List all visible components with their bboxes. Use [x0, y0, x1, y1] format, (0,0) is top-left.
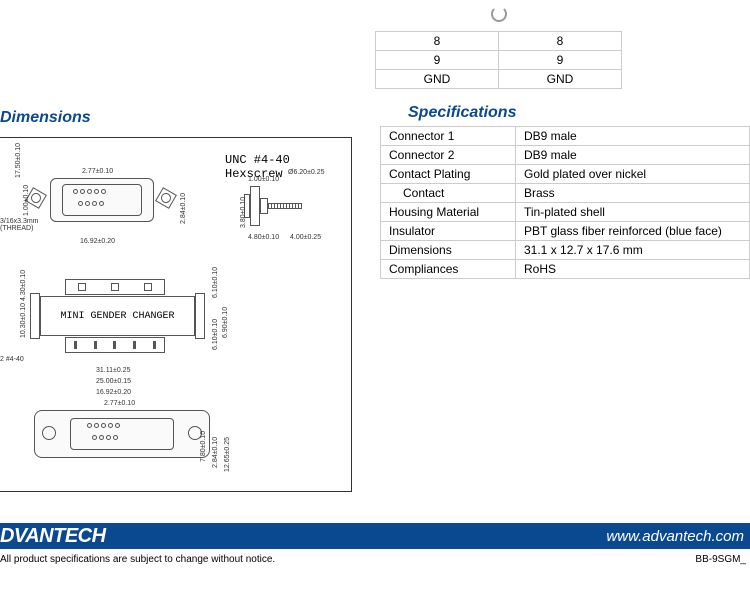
dim-label: 25.00±0.15 — [96, 378, 131, 385]
dim-label: 10.30±0.10 — [20, 303, 27, 338]
dim-label: 2.84±0.10 — [212, 437, 219, 468]
dim-label: 16.92±0.20 — [96, 389, 131, 396]
dim-label: 4.00±0.25 — [290, 234, 321, 241]
pin-right: GND — [499, 70, 622, 89]
pin-row — [72, 188, 107, 195]
part-number: BB-9SGM_ — [695, 554, 746, 565]
spec-val: Tin-plated shell — [516, 203, 750, 222]
pin-right: 8 — [499, 32, 622, 51]
dim-label: 6.90±0.10 — [222, 307, 229, 338]
table-row: Contact PlatingGold plated over nickel — [381, 165, 750, 184]
table-row: 99 — [376, 51, 622, 70]
pin-left: 8 — [376, 32, 499, 51]
spec-val: DB9 male — [516, 127, 750, 146]
table-row: InsulatorPBT glass fiber reinforced (blu… — [381, 222, 750, 241]
spec-key: Housing Material — [381, 203, 516, 222]
pin-left: 9 — [376, 51, 499, 70]
spec-key: Contact Plating — [381, 165, 516, 184]
spec-key: Contact — [381, 184, 516, 203]
dim-label: 6.10±0.10 — [212, 267, 219, 298]
loading-spinner-icon — [491, 6, 507, 22]
mounting-hole — [42, 426, 56, 440]
spec-val: DB9 male — [516, 146, 750, 165]
screw-shaft — [268, 203, 302, 209]
dim-label: 16.92±0.20 — [80, 238, 115, 245]
table-row: Connector 2DB9 male — [381, 146, 750, 165]
spec-key: Connector 1 — [381, 127, 516, 146]
dim-label: 3/16x3.3mm (THREAD) — [0, 218, 39, 232]
dim-label: 2.77±0.10 — [104, 400, 135, 407]
pinout-table: 88 99 GNDGND — [375, 0, 622, 89]
dimensions-title: Dimensions — [0, 109, 355, 127]
hexscrew-label: UNC #4-40 Hexscrew — [225, 153, 351, 181]
spec-key: Compliances — [381, 260, 516, 279]
pin-row — [91, 434, 119, 441]
side-plate — [195, 293, 205, 339]
spec-table: Connector 1DB9 male Connector 2DB9 male … — [380, 126, 750, 279]
table-row: CompliancesRoHS — [381, 260, 750, 279]
footer-subtext: All product specifications are subject t… — [0, 554, 746, 565]
dim-label: 2.77±0.10 — [82, 168, 113, 175]
screw-side — [260, 198, 268, 214]
table-row: Connector 1DB9 male — [381, 127, 750, 146]
dim-label: 6.10±0.10 — [212, 319, 219, 350]
table-row: 88 — [376, 32, 622, 51]
spec-val: Brass — [516, 184, 750, 203]
dim-label: 31.11±0.25 — [96, 367, 130, 374]
gender-changer-label: MINI GENDER CHANGER — [40, 296, 195, 336]
spec-val: PBT glass fiber reinforced (blue face) — [516, 222, 750, 241]
brand-logo: ADVANTECH — [0, 525, 106, 548]
dim-label: 1.00±0.10 — [248, 176, 279, 183]
screw-side — [250, 186, 260, 226]
loading-spinner-cell — [376, 0, 622, 32]
dim-label: 7.80±0.10 — [200, 431, 207, 462]
spec-val: RoHS — [516, 260, 750, 279]
dim-label: 1.00±0.10 — [23, 185, 30, 216]
side-plate — [30, 293, 40, 339]
table-row: GNDGND — [376, 70, 622, 89]
spec-key: Insulator — [381, 222, 516, 241]
spec-val: Gold plated over nickel — [516, 165, 750, 184]
dim-label: 12.65±0.25 — [224, 437, 231, 472]
pin-left: GND — [376, 70, 499, 89]
dim-label: Ø6.20±0.25 — [288, 169, 325, 176]
dim-label: 2 #4-40 — [0, 356, 24, 363]
specifications-title: Specifications — [380, 104, 750, 122]
table-row: Housing MaterialTin-plated shell — [381, 203, 750, 222]
brand-url: www.advantech.com — [606, 528, 744, 545]
pin-row — [86, 422, 121, 429]
dimensions-section: Dimensions UNC #4-40 Hexscrew 2.77±0.10 … — [0, 109, 355, 492]
dim-label: 4.80±0.10 — [248, 234, 279, 241]
gender-top — [65, 279, 165, 295]
table-row: Dimensions31.1 x 12.7 x 17.6 mm — [381, 241, 750, 260]
dim-label: 4.30±0.10 — [20, 270, 27, 301]
footer-bar: ADVANTECH www.advantech.com — [0, 523, 750, 549]
specifications-section: Specifications Connector 1DB9 male Conne… — [380, 104, 750, 279]
dimensions-diagram: UNC #4-40 Hexscrew 2.77±0.10 1.00±0.10 1… — [0, 137, 352, 492]
spec-key: Dimensions — [381, 241, 516, 260]
dim-label: 2.84±0.10 — [180, 193, 187, 224]
disclaimer-text: All product specifications are subject t… — [0, 554, 275, 565]
dim-label: 3.80±0.10 — [240, 197, 247, 228]
dim-label: 17.50±0.10 — [15, 143, 22, 178]
spec-key: Connector 2 — [381, 146, 516, 165]
gender-bottom — [65, 337, 165, 353]
table-row: ContactBrass — [381, 184, 750, 203]
spec-val: 31.1 x 12.7 x 17.6 mm — [516, 241, 750, 260]
hex-bolt-icon — [155, 187, 177, 209]
pin-right: 9 — [499, 51, 622, 70]
pin-row — [77, 200, 105, 207]
